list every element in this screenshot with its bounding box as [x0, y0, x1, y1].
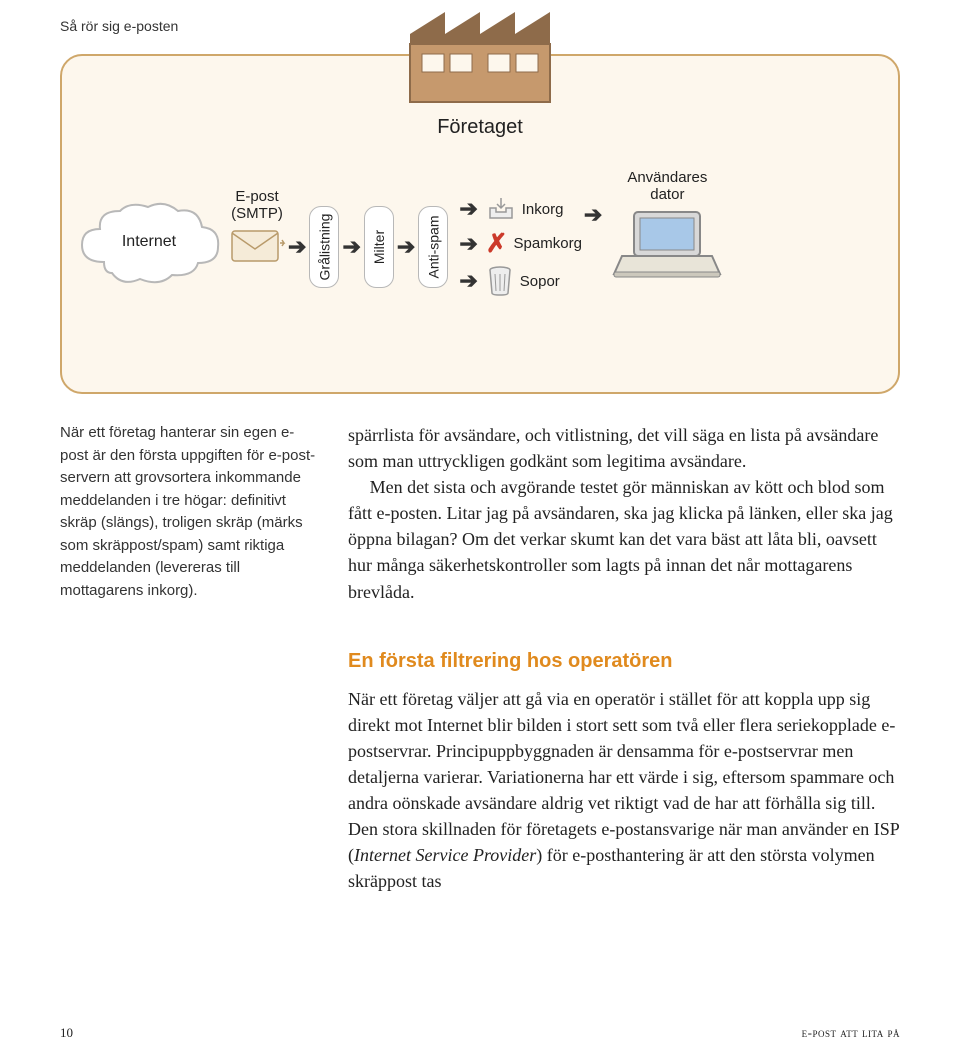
arrow-icon: ➔: [459, 268, 477, 294]
inbox-tray-icon: [486, 196, 516, 222]
smtp-envelope: E-post (SMTP): [228, 223, 286, 270]
internet-cloud: Internet: [74, 197, 224, 297]
user-laptop: Användares dator: [612, 208, 722, 285]
sopor-label: Sopor: [520, 273, 560, 290]
page-number: 10: [60, 1025, 73, 1041]
footer-title: e-post att lita på: [802, 1025, 900, 1041]
section-paragraph: När ett företag väljer att gå via en ope…: [348, 686, 900, 895]
internet-label: Internet: [74, 233, 224, 251]
page-footer: 10 e-post att lita på: [60, 1025, 900, 1041]
x-mark-icon: ✗: [486, 228, 508, 259]
filter-milter: Milter: [364, 206, 394, 288]
section-heading: En första filtrering hos operatören: [348, 647, 900, 676]
section-block: En första filtrering hos operatören När …: [348, 647, 900, 895]
arrow-icon: ➔: [342, 234, 360, 260]
filter-label-1: Milter: [371, 229, 387, 263]
arrow-icon: ➔: [459, 231, 477, 257]
left-sidebar-paragraph: När ett företag hanterar sin egen e-post…: [60, 422, 320, 605]
email-flow-diagram: Företaget Internet E-post (SMTP) ➔ Gråli…: [60, 54, 900, 394]
filter-antispam: Anti-spam: [418, 206, 448, 288]
arrow-icon: ➔: [397, 234, 415, 260]
arrow-icon: ➔: [288, 234, 306, 260]
arrow-icon: ➔: [584, 202, 602, 228]
arrow-icon: ➔: [459, 196, 477, 222]
inkorg-label: Inkorg: [522, 201, 564, 218]
filter-greylisting: Grålistning: [309, 206, 339, 288]
epost-label-2: (SMTP): [231, 205, 283, 222]
main-text-column: spärrlista för avsändare, och vitlistnin…: [348, 422, 900, 605]
right-paragraph-1: spärrlista för avsändare, och vitlistnin…: [348, 422, 900, 474]
factory-icon: [390, 0, 570, 114]
laptop-label-2: dator: [650, 186, 684, 203]
company-label: Företaget: [429, 116, 531, 139]
laptop-label-1: Användares: [627, 169, 707, 186]
filter-label-2: Anti-spam: [425, 215, 441, 278]
destination-column: ➔ Inkorg ➔ ✗ Spamkorg ➔: [457, 196, 582, 297]
spamkorg-label: Spamkorg: [514, 235, 582, 252]
epost-label-1: E-post: [235, 188, 278, 205]
right-paragraph-2: Men det sista och avgörande testet gör m…: [348, 474, 900, 604]
trash-icon: [486, 265, 514, 297]
filter-label-0: Grålistning: [316, 213, 332, 280]
